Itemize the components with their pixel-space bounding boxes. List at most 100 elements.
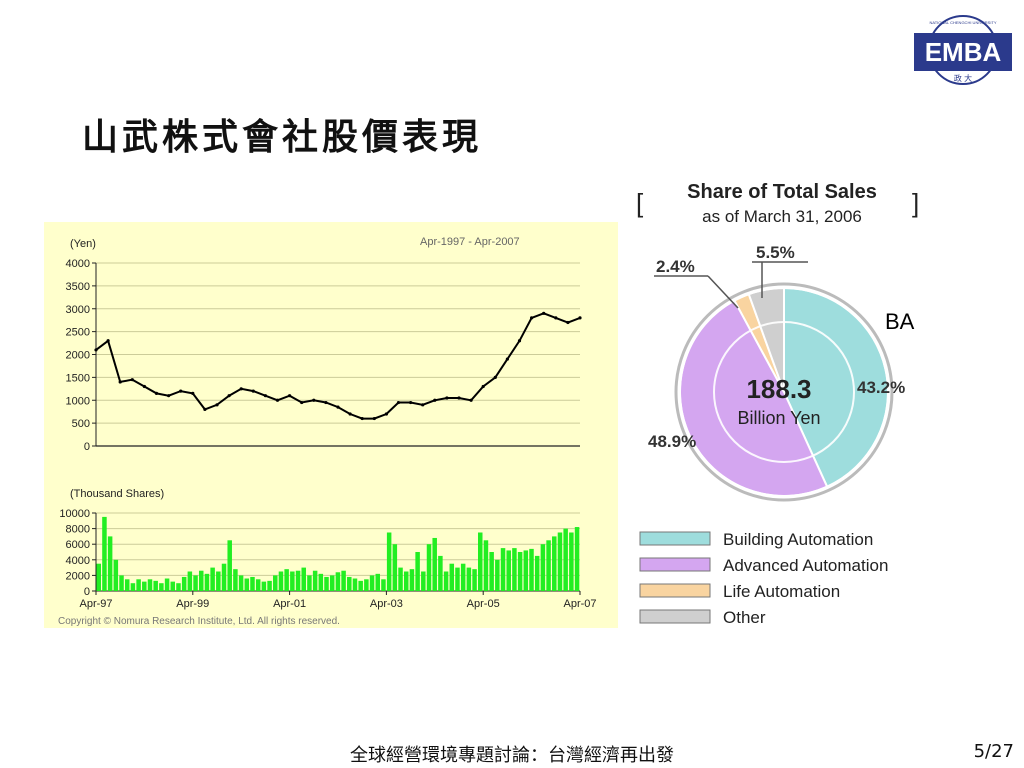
volume-bar bbox=[375, 573, 381, 591]
volume-bar bbox=[409, 569, 415, 591]
volume-bar bbox=[164, 578, 170, 591]
volume-bar bbox=[358, 580, 363, 591]
volume-bar bbox=[415, 552, 420, 591]
volume-bar bbox=[478, 532, 483, 591]
price-point bbox=[288, 394, 292, 398]
price-point bbox=[324, 400, 328, 405]
emba-logo: EMBA 政 大 NATIONAL CHENGCHI UNIVERSITY bbox=[914, 15, 1012, 85]
volume-bar bbox=[255, 579, 261, 591]
price-point bbox=[372, 416, 376, 421]
price-point bbox=[179, 389, 183, 393]
volume-bar bbox=[403, 571, 409, 591]
price-point bbox=[554, 316, 558, 320]
footer-text: 全球經營環境專題討論：台灣經濟再出發 bbox=[350, 745, 674, 766]
price-tick-label: 1000 bbox=[66, 395, 90, 407]
volume-bar bbox=[529, 548, 534, 591]
volume-bar bbox=[301, 567, 306, 591]
price-point bbox=[505, 357, 509, 361]
price-point bbox=[421, 403, 425, 407]
volume-bar bbox=[290, 571, 295, 591]
volume-bar bbox=[210, 567, 215, 591]
volume-bar bbox=[512, 548, 517, 591]
price-tick-label: 2000 bbox=[66, 350, 90, 362]
volume-xtick-label: Apr-97 bbox=[79, 598, 112, 610]
pie-chart-panel: [ ] Share of Total Sales as of March 31,… bbox=[632, 172, 932, 642]
volume-tick-label: 4000 bbox=[66, 555, 90, 567]
price-point bbox=[94, 348, 98, 352]
volume-bar bbox=[159, 583, 164, 591]
volume-bar bbox=[318, 573, 324, 591]
price-point bbox=[469, 398, 473, 402]
price-series-line bbox=[95, 312, 581, 420]
volume-bar bbox=[119, 575, 124, 591]
volume-ylabel: (Thousand Shares) bbox=[70, 488, 164, 500]
volume-bar bbox=[130, 583, 136, 591]
volume-bar bbox=[449, 563, 455, 591]
volume-xtick-label: Apr-99 bbox=[176, 598, 209, 610]
volume-bar bbox=[187, 571, 193, 591]
price-point bbox=[227, 394, 231, 398]
pie-label-ba: 43.2% bbox=[857, 378, 905, 397]
price-point bbox=[118, 380, 122, 384]
price-point bbox=[106, 339, 110, 343]
volume-bar bbox=[369, 575, 375, 591]
volume-bar bbox=[421, 571, 426, 591]
volume-bar bbox=[500, 548, 506, 591]
volume-bar bbox=[495, 559, 500, 591]
price-point bbox=[530, 316, 534, 320]
price-tick-label: 3000 bbox=[66, 304, 90, 316]
volume-bar bbox=[523, 550, 529, 591]
price-tick-label: 4000 bbox=[66, 258, 90, 270]
price-point bbox=[263, 394, 267, 398]
volume-tick-label: 0 bbox=[84, 586, 90, 598]
volume-bar bbox=[244, 578, 250, 591]
legend-label: Life Automation bbox=[723, 582, 840, 601]
bracket-right: ] bbox=[912, 188, 919, 218]
price-point bbox=[167, 394, 171, 398]
price-point bbox=[493, 375, 497, 379]
volume-bar bbox=[102, 516, 107, 591]
price-point bbox=[481, 384, 485, 389]
price-point bbox=[300, 400, 304, 405]
volume-bar bbox=[341, 570, 346, 591]
stock-chart-panel: (Yen) Apr-1997 - Apr-2007 4000 3500 3000 25… bbox=[44, 222, 618, 628]
price-point bbox=[566, 320, 570, 325]
volume-bar bbox=[438, 555, 443, 591]
pie-outer-ring bbox=[674, 282, 894, 502]
page-number: 5/27 bbox=[973, 741, 1014, 762]
volume-xtick-label: Apr-05 bbox=[467, 598, 500, 610]
logo-text: EMBA bbox=[925, 37, 1002, 67]
price-tick-label: 500 bbox=[72, 418, 90, 430]
price-point bbox=[384, 412, 388, 416]
price-point bbox=[130, 378, 134, 382]
volume-bar bbox=[364, 579, 369, 591]
legend-label: Building Automation bbox=[723, 530, 873, 549]
price-point bbox=[457, 396, 461, 400]
pie-center-value: 188.3 bbox=[746, 374, 811, 404]
volume-bar bbox=[347, 576, 352, 591]
volume-bar bbox=[443, 571, 449, 591]
stock-chart: (Yen) Apr-1997 - Apr-2007 4000 3500 3000 25… bbox=[58, 236, 597, 627]
volume-bar bbox=[557, 532, 563, 591]
pie-subtitle: as of March 31, 2006 bbox=[702, 207, 862, 226]
legend-label: Advanced Automation bbox=[723, 556, 888, 575]
price-point bbox=[239, 387, 243, 391]
volume-bar bbox=[386, 532, 392, 591]
volume-bar bbox=[489, 552, 494, 591]
volume-bar bbox=[307, 575, 312, 591]
volume-bar bbox=[352, 578, 358, 591]
volume-tick-label: 10000 bbox=[59, 508, 90, 520]
legend-swatch bbox=[639, 557, 711, 572]
price-point bbox=[517, 339, 522, 343]
price-point bbox=[142, 384, 146, 389]
volume-bar bbox=[483, 540, 489, 591]
price-point bbox=[409, 400, 413, 405]
volume-bar bbox=[198, 570, 204, 591]
price-point bbox=[191, 391, 195, 395]
volume-bar bbox=[193, 575, 198, 591]
pie-chart: [ ] Share of Total Sales as of March 31,… bbox=[636, 181, 919, 627]
volume-xtick-label: Apr-01 bbox=[273, 598, 306, 610]
volume-bar bbox=[227, 540, 232, 591]
volume-bar bbox=[552, 536, 557, 591]
volume-bar bbox=[250, 576, 255, 591]
